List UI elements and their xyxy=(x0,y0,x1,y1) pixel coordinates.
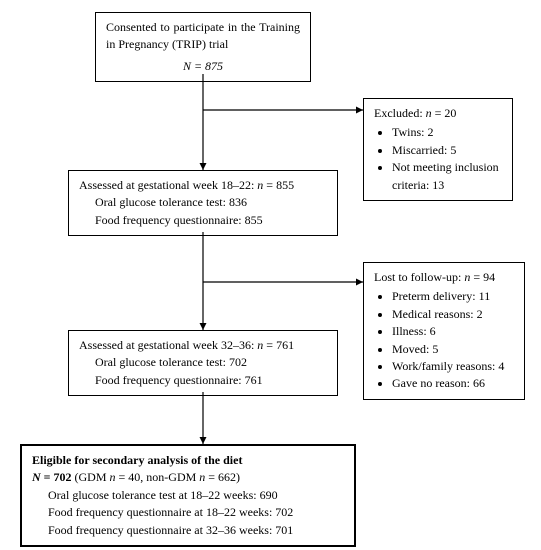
assess1-line1: Oral glucose tolerance test: 836 xyxy=(79,194,327,211)
lost-item: Gave no reason: 66 xyxy=(392,375,514,392)
lost-item: Preterm delivery: 11 xyxy=(392,288,514,305)
assess1-box: Assessed at gestational week 18–22: n = … xyxy=(68,170,338,236)
eligible-n-big-rest: = 702 xyxy=(41,470,75,484)
assess2-line2: Food frequency questionnaire: 761 xyxy=(79,372,327,389)
excluded-list: Twins: 2 Miscarried: 5 Not meeting inclu… xyxy=(374,124,502,194)
assess2-header-pre: Assessed at gestational week 32–36: xyxy=(79,338,257,352)
eligible-paren-pre: (GDM xyxy=(75,470,110,484)
eligible-n-big-label: N xyxy=(32,470,41,484)
lost-item: Work/family reasons: 4 xyxy=(392,358,514,375)
consent-title: Consented to participate in the Training… xyxy=(106,19,300,54)
eligible-line2: Food frequency questionnaire at 18–22 we… xyxy=(32,504,344,521)
lost-box: Lost to follow-up: n = 94 Preterm delive… xyxy=(363,262,525,400)
lost-item: Moved: 5 xyxy=(392,341,514,358)
eligible-title: Eligible for secondary analysis of the d… xyxy=(32,452,344,469)
excluded-item: Not meeting inclusion criteria: 13 xyxy=(392,159,502,194)
assess2-line1: Oral glucose tolerance test: 702 xyxy=(79,354,327,371)
assess1-n-value: = 855 xyxy=(263,178,294,192)
consent-n-value: = 875 xyxy=(194,59,223,73)
assess2-box: Assessed at gestational week 32–36: n = … xyxy=(68,330,338,396)
excluded-box: Excluded: n = 20 Twins: 2 Miscarried: 5 … xyxy=(363,98,513,201)
excluded-item: Twins: 2 xyxy=(392,124,502,141)
eligible-n-line: N = 702 (GDM n = 40, non-GDM n = 662) xyxy=(32,469,344,486)
lost-header: Lost to follow-up: n = 94 xyxy=(374,269,514,286)
lost-header-pre: Lost to follow-up: xyxy=(374,270,464,284)
eligible-paren-mid: = 40, non-GDM xyxy=(116,470,200,484)
lost-list: Preterm delivery: 11 Medical reasons: 2 … xyxy=(374,288,514,392)
assess2-header: Assessed at gestational week 32–36: n = … xyxy=(79,337,327,354)
eligible-line1: Oral glucose tolerance test at 18–22 wee… xyxy=(32,487,344,504)
excluded-header-pre: Excluded: xyxy=(374,106,426,120)
assess1-header-pre: Assessed at gestational week 18–22: xyxy=(79,178,257,192)
excluded-item: Miscarried: 5 xyxy=(392,142,502,159)
eligible-paren-end: = 662) xyxy=(205,470,240,484)
excluded-n-value: = 20 xyxy=(432,106,457,120)
eligible-line3: Food frequency questionnaire at 32–36 we… xyxy=(32,522,344,539)
consent-n-label: N xyxy=(183,59,191,73)
assess1-header: Assessed at gestational week 18–22: n = … xyxy=(79,177,327,194)
assess2-n-value: = 761 xyxy=(263,338,294,352)
excluded-header: Excluded: n = 20 xyxy=(374,105,502,122)
lost-item: Medical reasons: 2 xyxy=(392,306,514,323)
consent-box: Consented to participate in the Training… xyxy=(95,12,311,82)
consent-n: N = 875 xyxy=(106,58,300,75)
assess1-line2: Food frequency questionnaire: 855 xyxy=(79,212,327,229)
lost-item: Illness: 6 xyxy=(392,323,514,340)
eligible-box: Eligible for secondary analysis of the d… xyxy=(20,444,356,547)
lost-n-value: = 94 xyxy=(470,270,495,284)
